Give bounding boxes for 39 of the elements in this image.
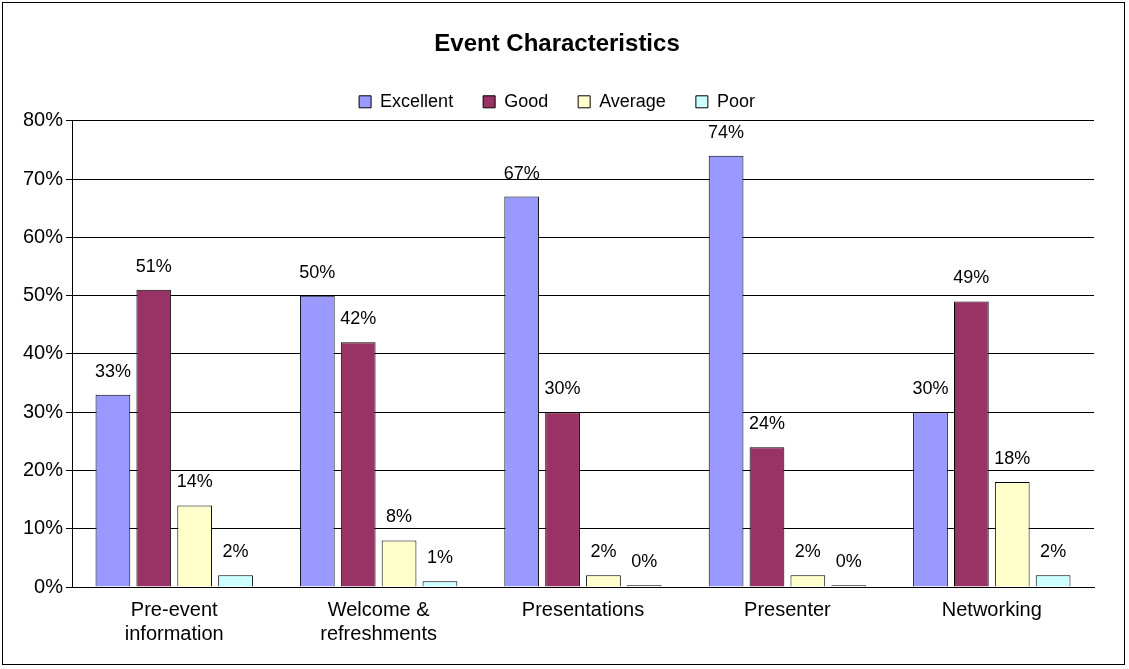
data-label: 18% [994, 448, 1031, 469]
data-label: 8% [386, 506, 413, 527]
y-tick-label: 0% [34, 574, 64, 597]
y-tick-label: 30% [23, 399, 64, 422]
data-label: 1% [426, 547, 453, 568]
x-tick-label: Presentations [521, 597, 645, 620]
data-label: 49% [953, 267, 990, 288]
data-label: 2% [1040, 541, 1067, 562]
data-label: 2% [222, 541, 249, 562]
data-label: 50% [299, 261, 336, 282]
data-label: 24% [748, 413, 785, 434]
x-tick-label: Pre-event information [124, 597, 224, 644]
y-tick-label: 40% [23, 341, 64, 364]
data-label: 2% [794, 541, 821, 562]
data-label: 33% [94, 360, 131, 381]
data-label: 30% [544, 378, 581, 399]
y-tick-label: 50% [23, 283, 64, 306]
legend-label: Poor [716, 90, 755, 111]
data-label: 67% [503, 162, 540, 183]
x-tick-label: Networking [941, 597, 1042, 620]
y-tick-label: 60% [23, 224, 64, 247]
x-tick-label: Welcome & refreshments [320, 597, 437, 644]
legend-label: Excellent [380, 90, 454, 111]
legend-label: Good [504, 90, 549, 111]
data-label: 14% [176, 471, 213, 492]
y-tick-label: 80% [23, 108, 64, 131]
legend-label: Average [599, 90, 666, 111]
chart-title: Event Characteristics [434, 29, 680, 57]
data-label: 51% [135, 255, 172, 276]
data-label: 0% [835, 551, 862, 572]
y-tick-label: 20% [23, 457, 64, 480]
x-tick-label: Presenter [744, 597, 832, 620]
data-label: 30% [912, 378, 949, 399]
data-label: 2% [590, 541, 617, 562]
y-tick-label: 70% [23, 166, 64, 189]
data-label: 74% [708, 121, 745, 142]
data-label: 42% [340, 308, 377, 329]
y-tick-label: 10% [23, 516, 64, 539]
data-label: 0% [631, 551, 658, 572]
